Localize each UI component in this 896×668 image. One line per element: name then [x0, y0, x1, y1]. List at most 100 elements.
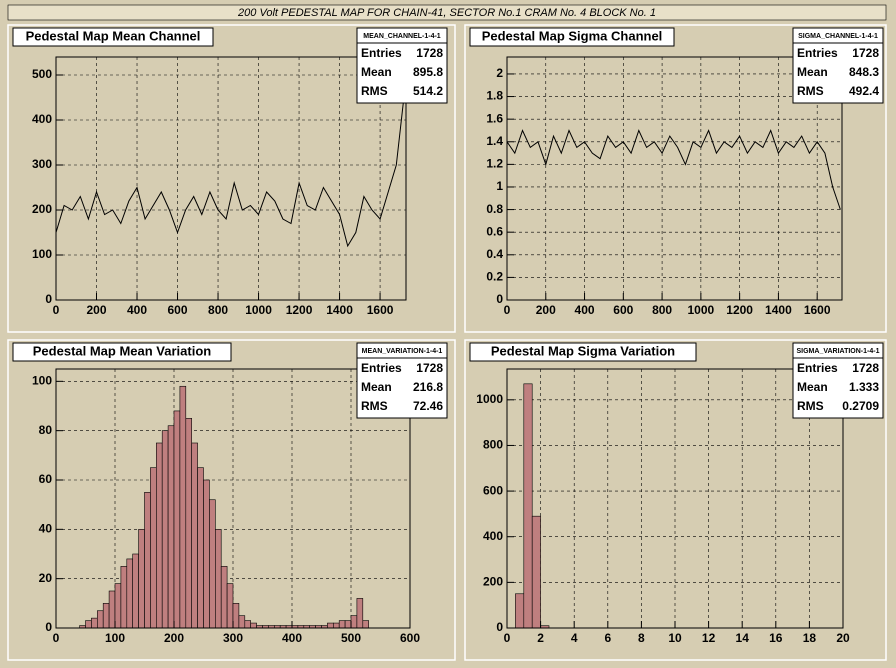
bar [244, 620, 252, 629]
data-line [506, 129, 841, 210]
x-tick-label: 200 [536, 303, 556, 317]
bar [523, 383, 533, 629]
stats-value: 492.4 [849, 84, 879, 98]
title-box [12, 27, 214, 47]
bar [350, 615, 358, 629]
y-tick-label: 200 [32, 202, 52, 216]
stats-value: 1728 [852, 361, 879, 375]
y-tick-label: 0.8 [486, 202, 503, 216]
bar [108, 590, 116, 629]
bar [215, 529, 222, 629]
x-tick-label: 16 [769, 631, 783, 645]
stats-label: RMS [797, 399, 824, 413]
x-tick-label: 600 [400, 631, 420, 645]
bar [126, 558, 134, 629]
title-box [469, 27, 675, 47]
x-tick-label: 600 [168, 303, 188, 317]
stats-value: 895.8 [413, 65, 443, 79]
stats-value: 72.46 [413, 399, 443, 413]
plot-frame [506, 56, 843, 301]
x-tick-label: 18 [803, 631, 817, 645]
y-tick-label: 100 [32, 247, 52, 261]
bar [226, 583, 234, 629]
bar [209, 499, 216, 629]
bar [167, 425, 175, 629]
y-tick-label: 0 [45, 620, 52, 634]
y-tick-label: 1.4 [486, 134, 503, 148]
bar [338, 620, 346, 629]
bar [85, 620, 92, 629]
x-tick-label: 200 [86, 303, 106, 317]
bar [232, 603, 240, 629]
y-tick-label: 0 [45, 292, 52, 306]
bar [327, 622, 334, 629]
bar [120, 566, 128, 629]
x-tick-label: 500 [341, 631, 361, 645]
y-tick-label: 100 [32, 374, 52, 388]
x-tick-label: 1000 [245, 303, 272, 317]
stats-value: 216.8 [413, 380, 443, 394]
x-tick-label: 100 [105, 631, 125, 645]
bar [220, 566, 228, 629]
data-line [55, 92, 405, 248]
y-tick-label: 800 [483, 438, 503, 452]
y-tick-label: 1 [496, 179, 503, 193]
y-tick-label: 1.8 [486, 89, 503, 103]
y-tick-label: 300 [32, 157, 52, 171]
y-tick-label: 0.6 [486, 224, 503, 238]
stats-label: Mean [797, 65, 828, 79]
bar [102, 603, 110, 629]
x-tick-label: 1000 [688, 303, 715, 317]
stats-label: Mean [361, 380, 392, 394]
x-tick-label: 20 [836, 631, 850, 645]
x-tick-label: 1600 [804, 303, 831, 317]
stats-value: 1728 [852, 46, 879, 60]
title-box [469, 342, 697, 362]
x-tick-label: 4 [571, 631, 578, 645]
stats-box [792, 27, 884, 104]
bar [531, 515, 541, 629]
canvas-title: 200 Volt PEDESTAL MAP FOR CHAIN-41, SECT… [237, 7, 656, 19]
bar [114, 583, 122, 629]
bar [161, 430, 169, 629]
bar [138, 529, 145, 629]
x-tick-label: 400 [282, 631, 302, 645]
title-box [12, 342, 232, 362]
stats-box [792, 342, 884, 419]
bar [97, 610, 104, 629]
x-tick-label: 6 [604, 631, 611, 645]
bar [179, 385, 187, 629]
stats-value: 1728 [416, 46, 443, 60]
x-tick-label: 1600 [367, 303, 394, 317]
chart-title: Pedestal Map Sigma Channel [482, 28, 663, 43]
stats-name: SIGMA_CHANNEL-1-4-1 [798, 33, 878, 40]
y-tick-label: 500 [32, 67, 52, 81]
x-tick-label: 1200 [726, 303, 753, 317]
x-tick-label: 10 [668, 631, 682, 645]
x-tick-label: 0 [504, 631, 511, 645]
y-tick-label: 40 [39, 522, 53, 536]
x-tick-label: 400 [575, 303, 595, 317]
bar [238, 615, 246, 629]
y-tick-label: 80 [39, 423, 53, 437]
x-tick-label: 8 [638, 631, 645, 645]
y-tick-label: 1000 [476, 392, 503, 406]
x-tick-label: 0 [504, 303, 511, 317]
x-tick-label: 1400 [765, 303, 792, 317]
y-tick-label: 400 [483, 529, 503, 543]
stats-value: 514.2 [413, 84, 443, 98]
bar [344, 620, 352, 629]
chart-title: Pedestal Map Sigma Variation [491, 343, 675, 358]
stats-label: RMS [361, 399, 388, 413]
y-tick-label: 1.2 [486, 157, 503, 171]
bar [173, 410, 181, 629]
stats-label: RMS [361, 84, 388, 98]
x-tick-label: 800 [652, 303, 672, 317]
bar [144, 492, 151, 629]
x-tick-label: 2 [537, 631, 544, 645]
bar [250, 622, 257, 629]
x-tick-label: 200 [164, 631, 184, 645]
chart-title: Pedestal Map Mean Variation [33, 343, 212, 358]
y-tick-label: 60 [39, 472, 53, 486]
